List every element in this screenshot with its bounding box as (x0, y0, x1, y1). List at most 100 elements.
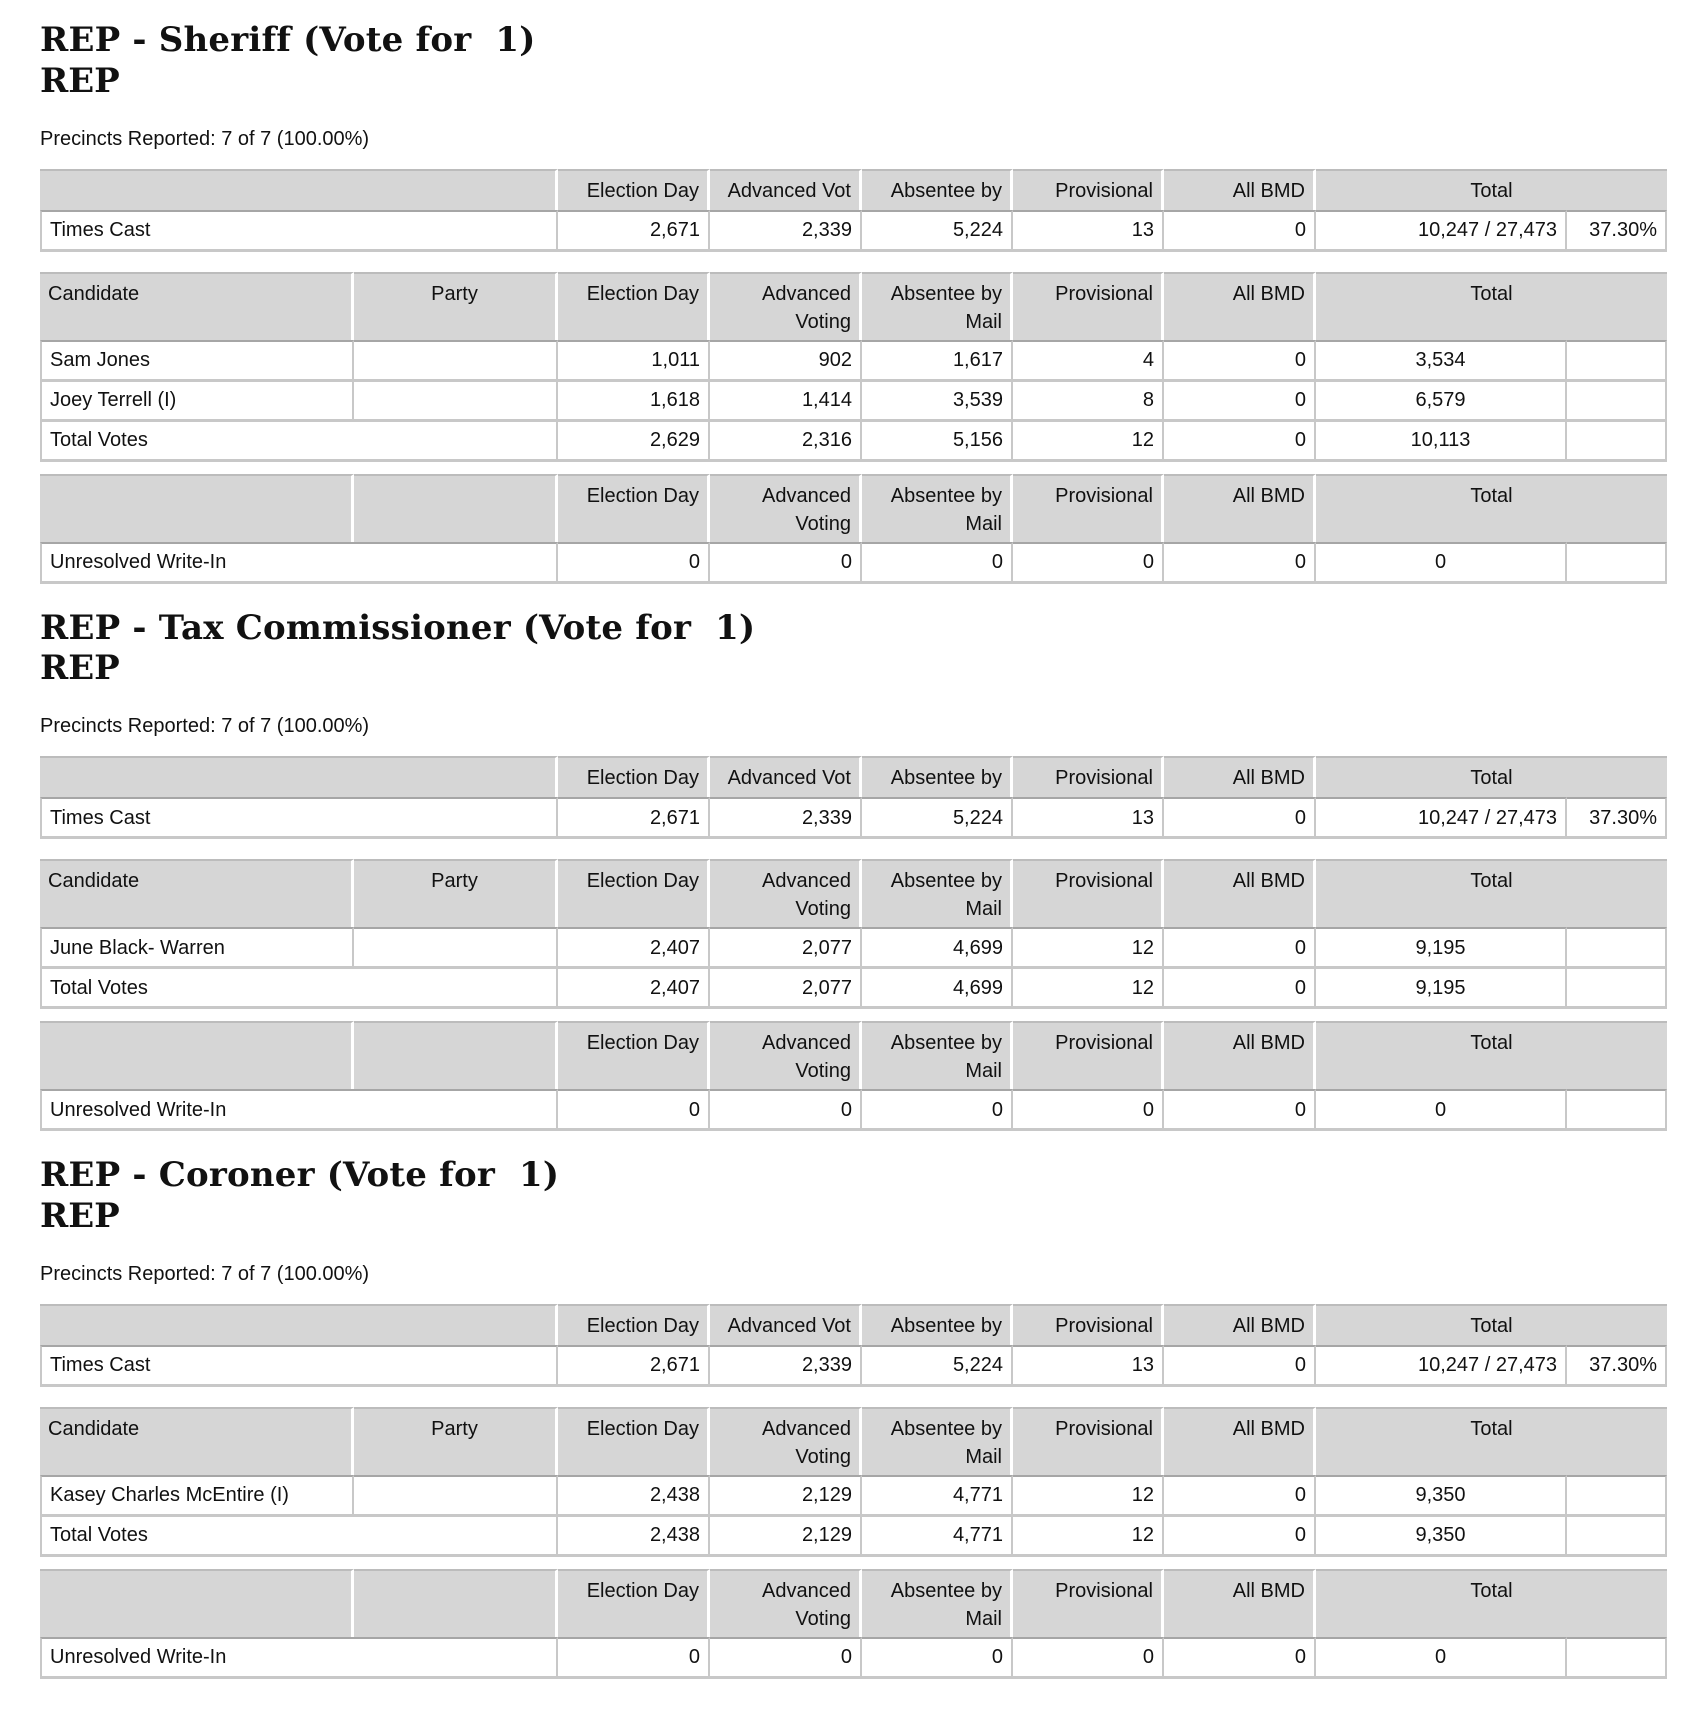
vote-count: 12 (1013, 927, 1164, 970)
column-header-row: Election Day Advanced Vot Absentee by Provi… (40, 1303, 1667, 1345)
vote-count: 5,156 (862, 421, 1013, 462)
vote-count: 0 (1164, 1089, 1316, 1132)
candidate-row: Sam Jones 1,011 902 1,617 4 0 3,534 (40, 339, 1667, 382)
vote-count: 2,671 (558, 1344, 710, 1387)
times-cast-label: Times Cast (40, 209, 558, 252)
vote-count: 2,339 (710, 1344, 862, 1387)
vote-count: 0 (1164, 1636, 1316, 1679)
vote-count: 1,618 (558, 381, 710, 422)
vote-count: 2,077 (710, 927, 862, 970)
col-header: Election Day (558, 473, 710, 542)
percent-cell: 37.30% (1567, 797, 1667, 840)
vote-count: 0 (1164, 969, 1316, 1010)
column-header-row: Election Day Advanced Vot Absentee by Provi… (40, 168, 1667, 210)
col-header: Advanced Voting (710, 1021, 862, 1090)
col-header: Absentee by Mail (862, 859, 1013, 928)
write-in-table: Election Day Advanced Voting Absentee by M… (40, 1021, 1667, 1132)
vote-count: 5,224 (862, 797, 1013, 840)
col-header: Absentee by (862, 756, 1013, 798)
total-count: 9,350 (1316, 1474, 1567, 1517)
col-header: Election Day (558, 168, 710, 210)
vote-count: 2,129 (710, 1474, 862, 1517)
vote-count: 4 (1013, 339, 1164, 382)
vote-count: 1,414 (710, 381, 862, 422)
vote-count: 4,771 (862, 1474, 1013, 1517)
precincts-reported: Precincts Reported: 7 of 7 (100.00%) (40, 1262, 370, 1285)
percent-cell (1567, 421, 1667, 462)
vote-count: 2,671 (558, 797, 710, 840)
vote-count: 2,077 (710, 969, 862, 1010)
column-header-row: Election Day Advanced Voting Absentee by M… (40, 473, 1667, 542)
precincts-reported: Precincts Reported: 7 of 7 (100.00%) (40, 715, 370, 738)
contest-section: REP - Tax Commissioner (Vote for 1) REP … (40, 608, 1667, 1132)
col-header: Absentee by Mail (862, 1021, 1013, 1090)
write-in-row: Unresolved Write-In 0 0 0 0 0 0 (40, 1636, 1667, 1679)
party-subtitle: REP (40, 648, 120, 689)
col-header: All BMD (1164, 1303, 1316, 1345)
times-cast-table: Election Day Advanced Vot Absentee by Provi… (40, 1303, 1667, 1387)
vote-count: 3,539 (862, 381, 1013, 422)
contest-section: REP - Sheriff (Vote for 1) REP Precincts… (40, 20, 1667, 584)
write-in-label: Unresolved Write-In (40, 1089, 558, 1132)
col-header: Absentee by Mail (862, 1568, 1013, 1637)
col-header: Provisional (1013, 1568, 1164, 1637)
col-header: Election Day (558, 1303, 710, 1345)
vote-count: 12 (1013, 1474, 1164, 1517)
col-header-blank (40, 1568, 354, 1637)
col-header-total: Total (1316, 168, 1667, 210)
col-header: All BMD (1164, 168, 1316, 210)
col-header: Provisional (1013, 1406, 1164, 1475)
col-header: All BMD (1164, 271, 1316, 340)
party-subtitle: REP (40, 60, 120, 101)
write-in-table: Election Day Advanced Voting Absentee by M… (40, 1568, 1667, 1679)
col-header: Provisional (1013, 756, 1164, 798)
col-header-total: Total (1316, 756, 1667, 798)
total-votes-row: Total Votes 2,407 2,077 4,699 12 0 9,195 (40, 969, 1667, 1010)
vote-count: 1,617 (862, 339, 1013, 382)
times-cast-row: Times Cast 2,671 2,339 5,224 13 0 10,247 / 27,… (40, 1344, 1667, 1387)
vote-count: 12 (1013, 1516, 1164, 1557)
col-header-total: Total (1316, 859, 1667, 928)
vote-count: 2,629 (558, 421, 710, 462)
times-cast-row: Times Cast 2,671 2,339 5,224 13 0 10,247 / 27,… (40, 797, 1667, 840)
times-cast-table: Election Day Advanced Vot Absentee by Provi… (40, 168, 1667, 252)
vote-count: 2,339 (710, 209, 862, 252)
vote-count: 4,699 (862, 927, 1013, 970)
total-count: 9,195 (1316, 969, 1567, 1010)
vote-count: 0 (1164, 339, 1316, 382)
vote-count: 12 (1013, 969, 1164, 1010)
vote-count: 2,671 (558, 209, 710, 252)
candidate-name: June Black- Warren (40, 927, 354, 970)
contest-title: REP - Coroner (Vote for 1) (40, 1155, 560, 1196)
percent-cell: 37.30% (1567, 1344, 1667, 1387)
vote-count: 0 (710, 1089, 862, 1132)
precincts-reported: Precincts Reported: 7 of 7 (100.00%) (40, 127, 370, 150)
col-header: All BMD (1164, 756, 1316, 798)
col-header-candidate: Candidate (40, 1406, 354, 1475)
col-header: Advanced Voting (710, 1406, 862, 1475)
col-header-blank (354, 1568, 558, 1637)
total-count: 6,579 (1316, 381, 1567, 422)
col-header: Absentee by (862, 168, 1013, 210)
col-header-total: Total (1316, 271, 1667, 340)
vote-count: 4,771 (862, 1516, 1013, 1557)
col-header-blank (40, 756, 558, 798)
write-in-row: Unresolved Write-In 0 0 0 0 0 0 (40, 1089, 1667, 1132)
percent-cell (1567, 1636, 1667, 1679)
percent-cell (1567, 1474, 1667, 1517)
col-header: Absentee by Mail (862, 473, 1013, 542)
col-header-blank (40, 1303, 558, 1345)
total-count: 9,350 (1316, 1516, 1567, 1557)
candidate-row: June Black- Warren 2,407 2,077 4,699 12 0 9,19… (40, 927, 1667, 970)
col-header-candidate: Candidate (40, 859, 354, 928)
col-header: All BMD (1164, 1568, 1316, 1637)
vote-count: 8 (1013, 381, 1164, 422)
col-header-blank (354, 1021, 558, 1090)
vote-count: 2,339 (710, 797, 862, 840)
total-votes-row: Total Votes 2,629 2,316 5,156 12 0 10,113 (40, 421, 1667, 462)
col-header: Provisional (1013, 859, 1164, 928)
percent-cell (1567, 541, 1667, 584)
party-cell (354, 1474, 558, 1517)
vote-count: 0 (1013, 1636, 1164, 1679)
vote-count: 0 (710, 541, 862, 584)
